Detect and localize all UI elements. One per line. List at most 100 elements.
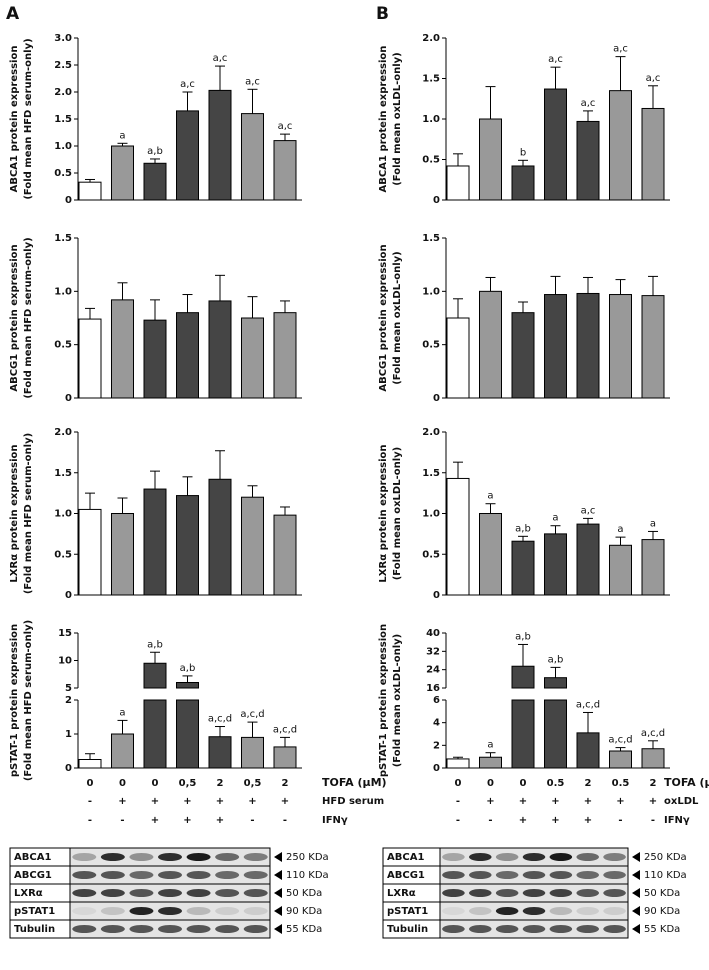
error-bar (615, 536, 626, 546)
bar-body (208, 478, 232, 596)
error-bar (453, 461, 463, 479)
blot-band (549, 871, 573, 879)
y-tick-label: 4 (433, 718, 440, 729)
significance-label: a (119, 707, 125, 718)
treatment-label: HFD serum (322, 796, 384, 807)
bar-body (544, 88, 567, 201)
bar (511, 312, 535, 399)
error-bar (648, 740, 658, 749)
bar (479, 756, 502, 769)
error-bar (215, 450, 225, 480)
y-tick-label: 32 (426, 646, 440, 657)
bar (111, 513, 134, 596)
error-bar (485, 86, 496, 119)
x-tick-label: 0.5 (612, 778, 630, 789)
error-bar (485, 752, 496, 758)
bar-body (576, 120, 600, 201)
x-tick-label: 2 (282, 778, 289, 789)
significance-label: a,c (646, 73, 661, 84)
error-bar (550, 525, 561, 534)
blot-band (129, 871, 154, 879)
blot-band (469, 853, 492, 861)
bar (544, 677, 567, 769)
blot-band (186, 925, 211, 933)
bar-body (641, 107, 665, 201)
bar-body (208, 300, 232, 399)
blot-band (495, 907, 519, 915)
y-tick-label: 0 (433, 590, 440, 601)
error-bar (648, 275, 658, 296)
error-bar (615, 747, 626, 751)
y-tick-label: 2.0 (422, 33, 440, 44)
y-axis-label: (Fold mean oxLDL-only) (392, 251, 403, 385)
error-bar (615, 56, 626, 91)
blot-band (186, 907, 211, 915)
blot-arrow (274, 906, 282, 916)
x-tick-label: 0 (520, 778, 527, 789)
y-axis-label: ABCG1 protein expression (9, 244, 20, 391)
blot-band (469, 925, 492, 933)
bar-body (641, 748, 665, 769)
panel-letter: A (6, 4, 20, 24)
bar (78, 318, 102, 399)
bar-body (111, 145, 134, 201)
y-axis-label: (Fold mean oxLDL-only) (392, 52, 403, 186)
y-tick-label: 15 (58, 628, 72, 639)
significance-label: a,c (213, 53, 228, 64)
bar (479, 290, 502, 399)
bar-body (511, 312, 535, 399)
y-tick-label: 2.0 (54, 427, 72, 438)
y-tick-label: 3.0 (54, 33, 72, 44)
bar-body (479, 290, 502, 399)
y-tick-label: 1.0 (54, 141, 72, 152)
error-bar (215, 726, 225, 737)
bar-upper (176, 682, 199, 689)
error-bar (485, 276, 496, 292)
significance-label: a,c (278, 121, 293, 132)
bar (641, 107, 665, 201)
blot-size: 50 KDa (286, 888, 322, 899)
blot-protein: ABCA1 (14, 852, 51, 863)
bar (208, 300, 232, 399)
bar-body (609, 294, 632, 399)
bar-body (544, 533, 567, 596)
bar (273, 514, 297, 596)
bar-lower (143, 699, 167, 769)
blot-band (469, 889, 492, 897)
significance-label: b (520, 147, 526, 158)
significance-label: a,c (548, 54, 563, 65)
x-tick-label: 0 (119, 778, 126, 789)
blot-protein: LXRα (387, 888, 416, 899)
y-tick-label: 0 (65, 590, 72, 601)
bar (544, 88, 567, 201)
y-tick-label: 1.5 (422, 74, 440, 85)
blot-band (158, 889, 182, 897)
treatment-value: - (120, 815, 124, 826)
y-tick-label: 0.5 (54, 340, 72, 351)
treatment-value: + (616, 796, 624, 807)
bar (176, 110, 199, 201)
bar (641, 539, 665, 596)
y-axis-label: (Fold mean oxLDL-only) (392, 447, 403, 581)
bar (446, 758, 470, 769)
y-axis-label: (Fold mean HFD serum-only) (23, 620, 34, 781)
blot-band (442, 907, 465, 915)
blot-band (100, 853, 125, 861)
blot-size: 250 KDa (644, 852, 687, 863)
treatment-value: - (456, 815, 460, 826)
significance-label: a,c,d (608, 735, 632, 746)
y-tick-label: 2.0 (422, 427, 440, 438)
blot-band (215, 889, 240, 897)
x-tick-label: 0 (152, 778, 159, 789)
error-bar (117, 282, 128, 300)
significance-label: a (650, 518, 656, 529)
error-bar (85, 307, 95, 320)
treatment-value: + (551, 815, 559, 826)
y-axis-label: (Fold mean HFD serum-only) (23, 38, 34, 199)
blot-band (243, 889, 268, 897)
error-bar (182, 294, 193, 313)
treatment-value: + (183, 815, 191, 826)
bar (641, 748, 665, 769)
blot-band (469, 871, 492, 879)
error-bar (215, 65, 225, 91)
